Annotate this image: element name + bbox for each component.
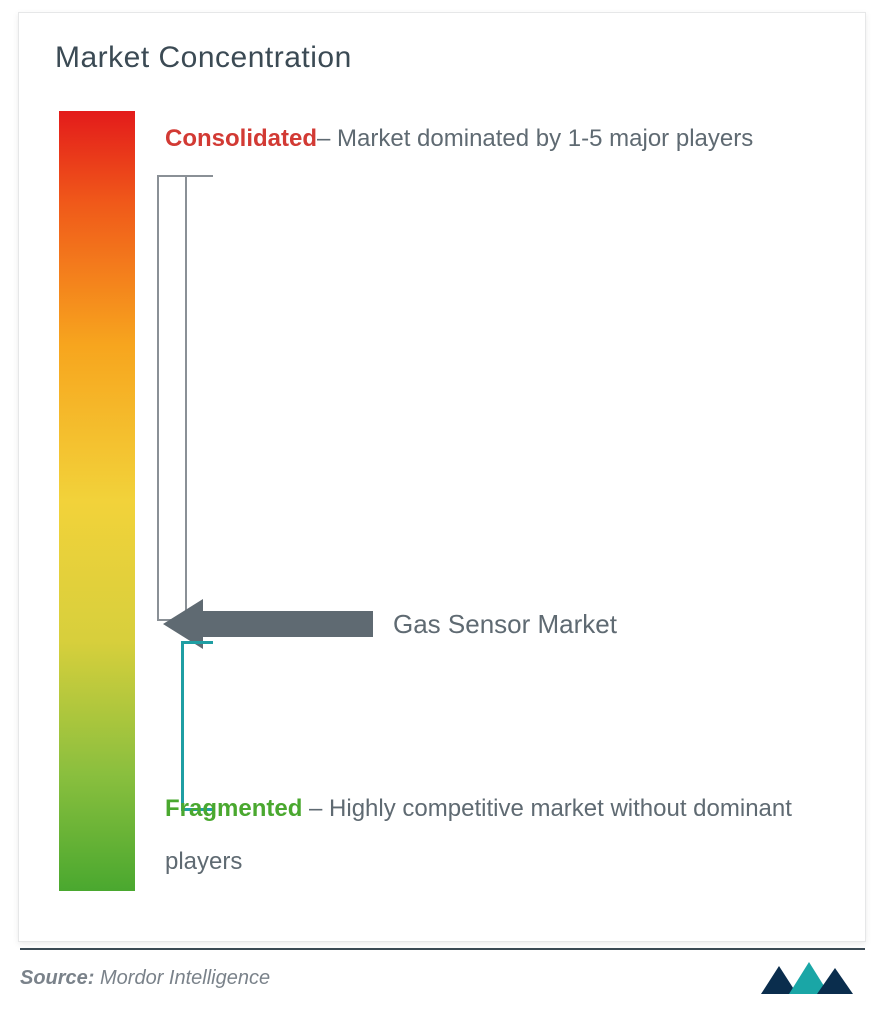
bracket-top-inner [185, 175, 213, 621]
infographic-card: Market Concentration Consolidated– Marke… [18, 12, 866, 942]
brand-logo-icon [755, 960, 865, 996]
page-title: Market Concentration [55, 41, 829, 75]
source-prefix: Source: [20, 967, 94, 989]
source-name: Mordor Intelligence [94, 967, 270, 989]
consolidated-bold: Consolidated [165, 125, 317, 152]
market-label: Gas Sensor Market [393, 609, 617, 640]
source-text: Source: Mordor Intelligence [20, 967, 270, 990]
fragmented-label: Fragmented – Highly competitive market w… [165, 783, 845, 889]
concentration-gradient-bar [59, 111, 135, 891]
fragmented-bold: Fragmented [165, 795, 302, 822]
consolidated-label: Consolidated– Market dominated by 1-5 ma… [165, 113, 805, 166]
consolidated-rest: – Market dominated by 1-5 major players [317, 125, 753, 152]
content-area: Consolidated– Market dominated by 1-5 ma… [55, 111, 829, 901]
footer: Source: Mordor Intelligence [20, 948, 865, 996]
